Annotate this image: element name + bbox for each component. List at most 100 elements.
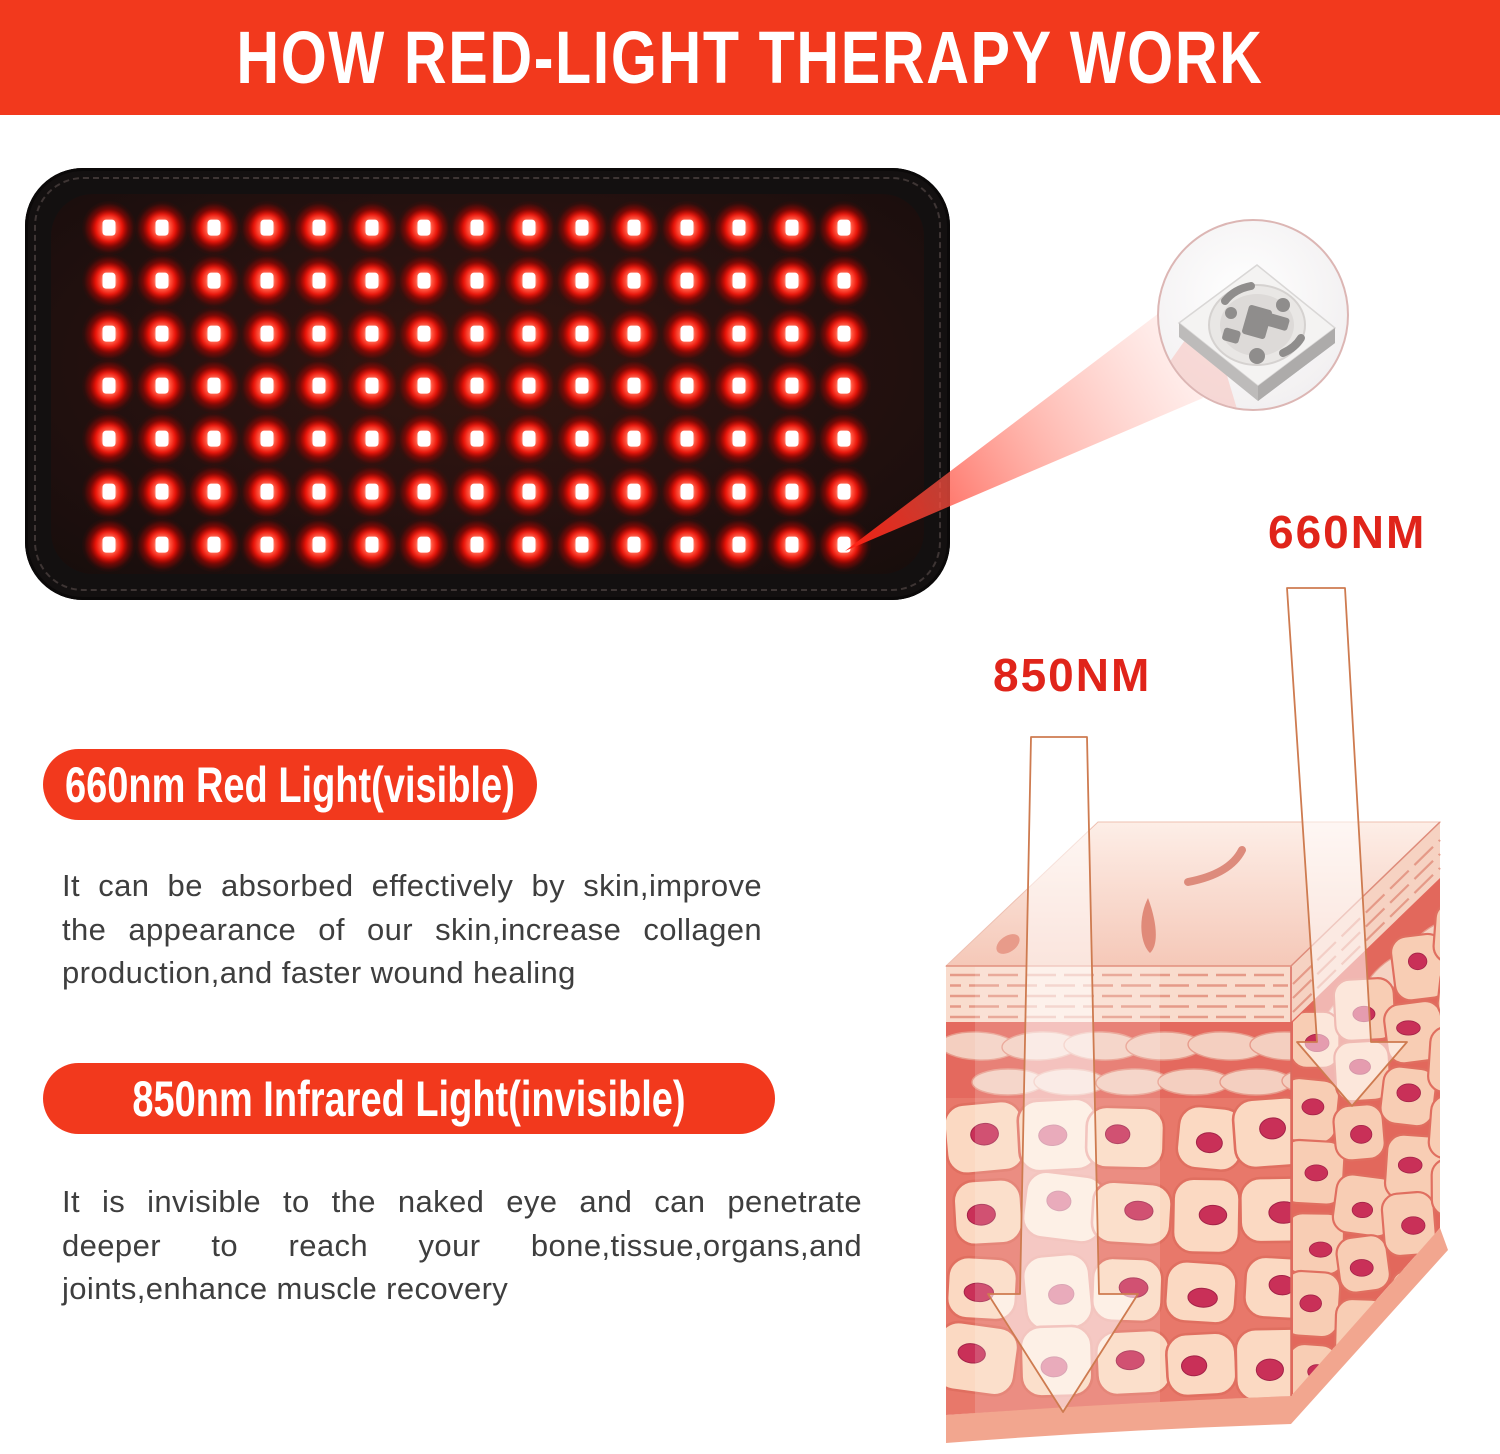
led-light	[397, 465, 451, 519]
led-light	[554, 306, 609, 361]
led-light	[344, 517, 399, 572]
led-light	[712, 412, 766, 467]
led-light	[397, 306, 451, 361]
led-light	[82, 359, 136, 414]
led-light	[764, 465, 819, 519]
led-light	[449, 359, 504, 414]
led-light	[764, 201, 819, 255]
led-light	[397, 201, 451, 255]
led-light	[502, 253, 556, 308]
led-light	[292, 465, 346, 519]
led-light	[344, 201, 399, 255]
description-660nm: It can be absorbed effectively by skin,i…	[62, 864, 762, 995]
led-light	[187, 412, 241, 467]
led-light	[554, 359, 609, 414]
led-light	[292, 412, 346, 467]
led-light	[502, 465, 556, 519]
led-light	[82, 465, 136, 519]
led-light	[659, 465, 714, 519]
therapy-pad-surface	[51, 194, 924, 574]
led-light	[554, 517, 609, 572]
led-light	[554, 465, 609, 519]
led-light	[817, 517, 871, 572]
page-title: HOW RED-LIGHT THERAPY WORK	[236, 16, 1264, 99]
led-light	[397, 359, 451, 414]
led-light	[607, 253, 661, 308]
led-light	[502, 517, 556, 572]
led-light	[449, 412, 504, 467]
led-light	[397, 412, 451, 467]
therapy-pad	[25, 168, 950, 600]
led-light	[187, 201, 241, 255]
led-light	[292, 253, 346, 308]
led-light	[344, 253, 399, 308]
led-light	[292, 201, 346, 255]
led-light	[659, 359, 714, 414]
label-660nm: 660NM	[1268, 506, 1427, 558]
led-light	[764, 412, 819, 467]
led-light	[187, 465, 241, 519]
heading-text: 660nm Red Light(visible)	[65, 756, 515, 813]
led-light	[712, 306, 766, 361]
led-light	[82, 201, 136, 255]
led-light	[187, 306, 241, 361]
title-banner: HOW RED-LIGHT THERAPY WORK	[0, 0, 1500, 115]
led-light	[134, 465, 189, 519]
led-light	[292, 306, 346, 361]
led-light	[659, 201, 714, 255]
led-light	[712, 465, 766, 519]
led-light	[449, 465, 504, 519]
led-light	[344, 412, 399, 467]
led-light	[187, 253, 241, 308]
led-light	[449, 517, 504, 572]
led-light	[712, 253, 766, 308]
led-light	[82, 412, 136, 467]
led-light	[82, 306, 136, 361]
led-light	[239, 253, 294, 308]
led-light	[607, 465, 661, 519]
led-light	[344, 359, 399, 414]
led-light	[817, 359, 871, 414]
led-light	[712, 201, 766, 255]
led-light	[764, 517, 819, 572]
chip-electrodes	[1221, 282, 1305, 364]
heading-660nm-red-light: 660nm Red Light(visible)	[43, 749, 537, 820]
led-light	[607, 517, 661, 572]
led-light	[82, 253, 136, 308]
led-light	[502, 306, 556, 361]
arrow-850nm	[987, 736, 1139, 1413]
led-light	[134, 412, 189, 467]
led-light	[292, 359, 346, 414]
led-light	[134, 359, 189, 414]
led-light	[449, 253, 504, 308]
led-light	[239, 412, 294, 467]
led-light	[344, 306, 399, 361]
led-light	[344, 465, 399, 519]
led-light	[712, 359, 766, 414]
description-line: the appearance of our skin,increase coll…	[62, 911, 762, 947]
description-line: deeper to reach your bone,tissue,organs,…	[62, 1227, 862, 1263]
description-line: It is invisible to the naked eye and can…	[62, 1184, 862, 1219]
description-line: joints,enhance muscle recovery	[62, 1271, 509, 1306]
skin-front-face	[946, 966, 1292, 1415]
led-light	[659, 306, 714, 361]
led-light	[554, 412, 609, 467]
led-light	[397, 517, 451, 572]
led-light	[659, 412, 714, 467]
led-light	[134, 253, 189, 308]
led-light	[554, 253, 609, 308]
description-line: It can be absorbed effectively by skin,i…	[62, 868, 762, 903]
led-light	[239, 306, 294, 361]
led-light	[397, 253, 451, 308]
led-light	[764, 253, 819, 308]
led-light	[187, 359, 241, 414]
led-light	[82, 517, 136, 572]
led-light	[449, 201, 504, 255]
led-light	[817, 465, 871, 519]
led-light	[817, 412, 871, 467]
led-light	[134, 517, 189, 572]
led-light	[187, 517, 241, 572]
heading-text: 850nm Infrared Light(invisible)	[132, 1070, 686, 1127]
led-light	[502, 201, 556, 255]
